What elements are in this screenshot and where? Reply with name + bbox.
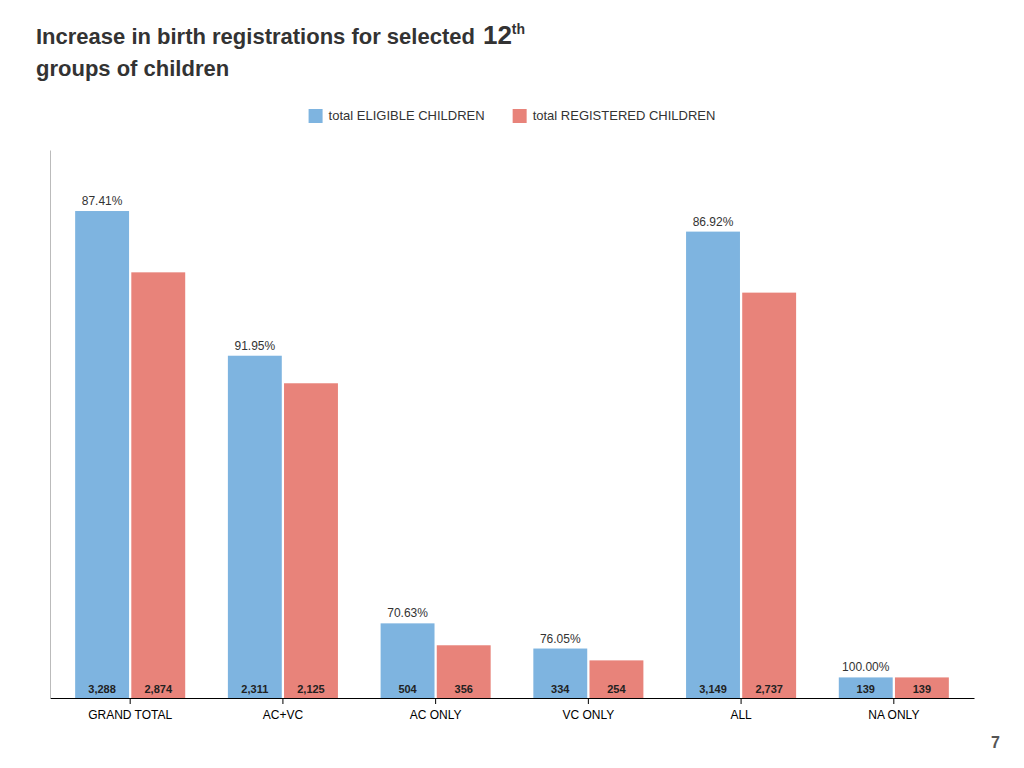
x-tick-label: AC+VC (263, 708, 304, 722)
value-label: 2,874 (144, 683, 172, 695)
title-text: groups of children (36, 56, 229, 81)
title-annotation: th (512, 21, 525, 37)
percentage-label: 91.95% (234, 339, 275, 353)
legend: total ELIGIBLE CHILDREN total REGISTERED … (309, 108, 716, 123)
value-label: 139 (857, 683, 875, 695)
x-tick: AC ONLY (410, 698, 462, 722)
chart-svg: Increase in birth registrations for sele… (0, 0, 1024, 768)
bar (131, 272, 185, 698)
percentage-label: 86.92% (693, 215, 734, 229)
bar (228, 356, 282, 698)
legend-swatch (309, 109, 323, 123)
y-axis-line (50, 151, 51, 699)
x-tick-label: ALL (730, 708, 752, 722)
chart-container: Increase in birth registrations for sele… (0, 0, 1024, 768)
title: Increase in birth registrations for sele… (36, 20, 525, 50)
value-label: 3,288 (88, 683, 116, 695)
value-label: 2,737 (755, 683, 783, 695)
bar-series (75, 211, 893, 698)
x-tick-mark (588, 698, 589, 704)
bar (284, 383, 338, 698)
bar (839, 677, 893, 698)
x-tick-label: VC ONLY (562, 708, 614, 722)
legend-item: total REGISTERED CHILDREN (513, 108, 716, 123)
bars (75, 211, 949, 698)
x-tick-label: NA ONLY (868, 708, 919, 722)
plot: GRAND TOTAL AC+VC AC ONLY VC ONLY ALL NA ONLY… (51, 151, 975, 723)
legend-label: total REGISTERED CHILDREN (533, 108, 716, 123)
x-tick-mark (282, 698, 283, 704)
x-tick-mark (435, 698, 436, 704)
labels: 3,288 2,311 504 334 3,149 139 2,874 2,125 356 254… (82, 194, 931, 695)
x-tick: GRAND TOTAL (88, 698, 172, 722)
x-tick-mark (893, 698, 894, 704)
value-label: 3,149 (699, 683, 727, 695)
y-axis (50, 151, 51, 699)
legend-label: total ELIGIBLE CHILDREN (329, 108, 485, 123)
bar (589, 660, 643, 698)
bar (533, 649, 587, 698)
value-label: 356 (455, 683, 473, 695)
legend-item: total ELIGIBLE CHILDREN (309, 108, 485, 123)
x-tick: NA ONLY (868, 698, 919, 722)
x-axis: GRAND TOTAL AC+VC AC ONLY VC ONLY ALL NA ONLY (51, 698, 975, 722)
title: groups of children (36, 56, 229, 81)
bar (686, 232, 740, 698)
x-tick-label: AC ONLY (410, 708, 462, 722)
bar-series (131, 272, 949, 698)
title-annotation: 12 (483, 20, 512, 50)
value-label: 2,125 (297, 683, 325, 695)
x-tick-mark (741, 698, 742, 704)
x-tick-label: GRAND TOTAL (88, 708, 172, 722)
bar (381, 623, 435, 698)
bar (75, 211, 129, 698)
value-label: 334 (551, 683, 570, 695)
value-label: 2,311 (241, 683, 268, 695)
x-axis-line (51, 698, 975, 699)
percentage-label: 70.63% (387, 606, 428, 620)
bar (437, 645, 491, 698)
page-number: 7 (991, 734, 1000, 751)
value-label: 139 (913, 683, 931, 695)
percentage-label: 100.00% (842, 660, 890, 674)
x-tick: ALL (730, 698, 752, 722)
x-tick-mark (130, 698, 131, 704)
x-tick: AC+VC (263, 698, 304, 722)
legend-swatch (513, 109, 527, 123)
title-text: Increase in birth registrations for sele… (36, 24, 475, 49)
value-label: 504 (398, 683, 417, 695)
value-label: 254 (607, 683, 626, 695)
x-tick: VC ONLY (562, 698, 614, 722)
percentage-label: 87.41% (82, 194, 123, 208)
percentage-label: 76.05% (540, 632, 581, 646)
bar (742, 293, 796, 698)
bar (895, 677, 949, 698)
